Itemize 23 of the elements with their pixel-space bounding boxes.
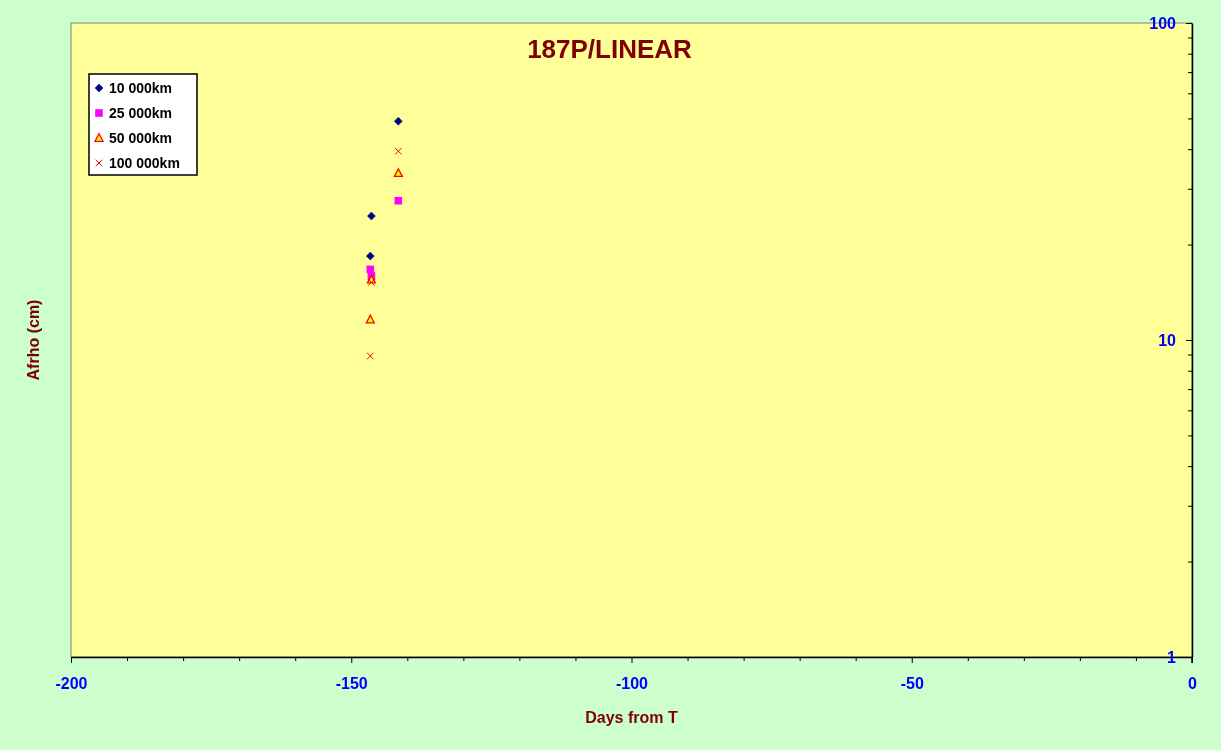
point	[366, 251, 375, 261]
x-tick-label: -200	[55, 675, 88, 693]
y-tick-label: 100	[1149, 14, 1177, 32]
x-tick-label: -100	[615, 675, 649, 693]
point	[365, 314, 375, 324]
legend-label: 100 000km	[109, 154, 180, 171]
legend-label: 25 000km	[109, 104, 173, 121]
point	[394, 147, 403, 156]
x-tick-label: 0	[1188, 675, 1198, 693]
x-tick-label: -50	[900, 675, 924, 693]
point	[366, 352, 375, 360]
point	[367, 278, 376, 287]
legend-label: 10 000km	[109, 79, 173, 96]
y-tick-label: 10	[1158, 331, 1177, 349]
x-tick-label: -150	[335, 675, 368, 693]
legend-label: 50 000km	[109, 129, 173, 146]
point	[367, 211, 376, 221]
point	[394, 196, 403, 205]
chart-title: 187P/LINEAR	[527, 34, 693, 64]
y-axis-title: Afrho (cm)	[25, 299, 42, 381]
point	[394, 116, 403, 126]
x-axis-title: Days from T	[585, 709, 678, 726]
point	[393, 168, 403, 178]
